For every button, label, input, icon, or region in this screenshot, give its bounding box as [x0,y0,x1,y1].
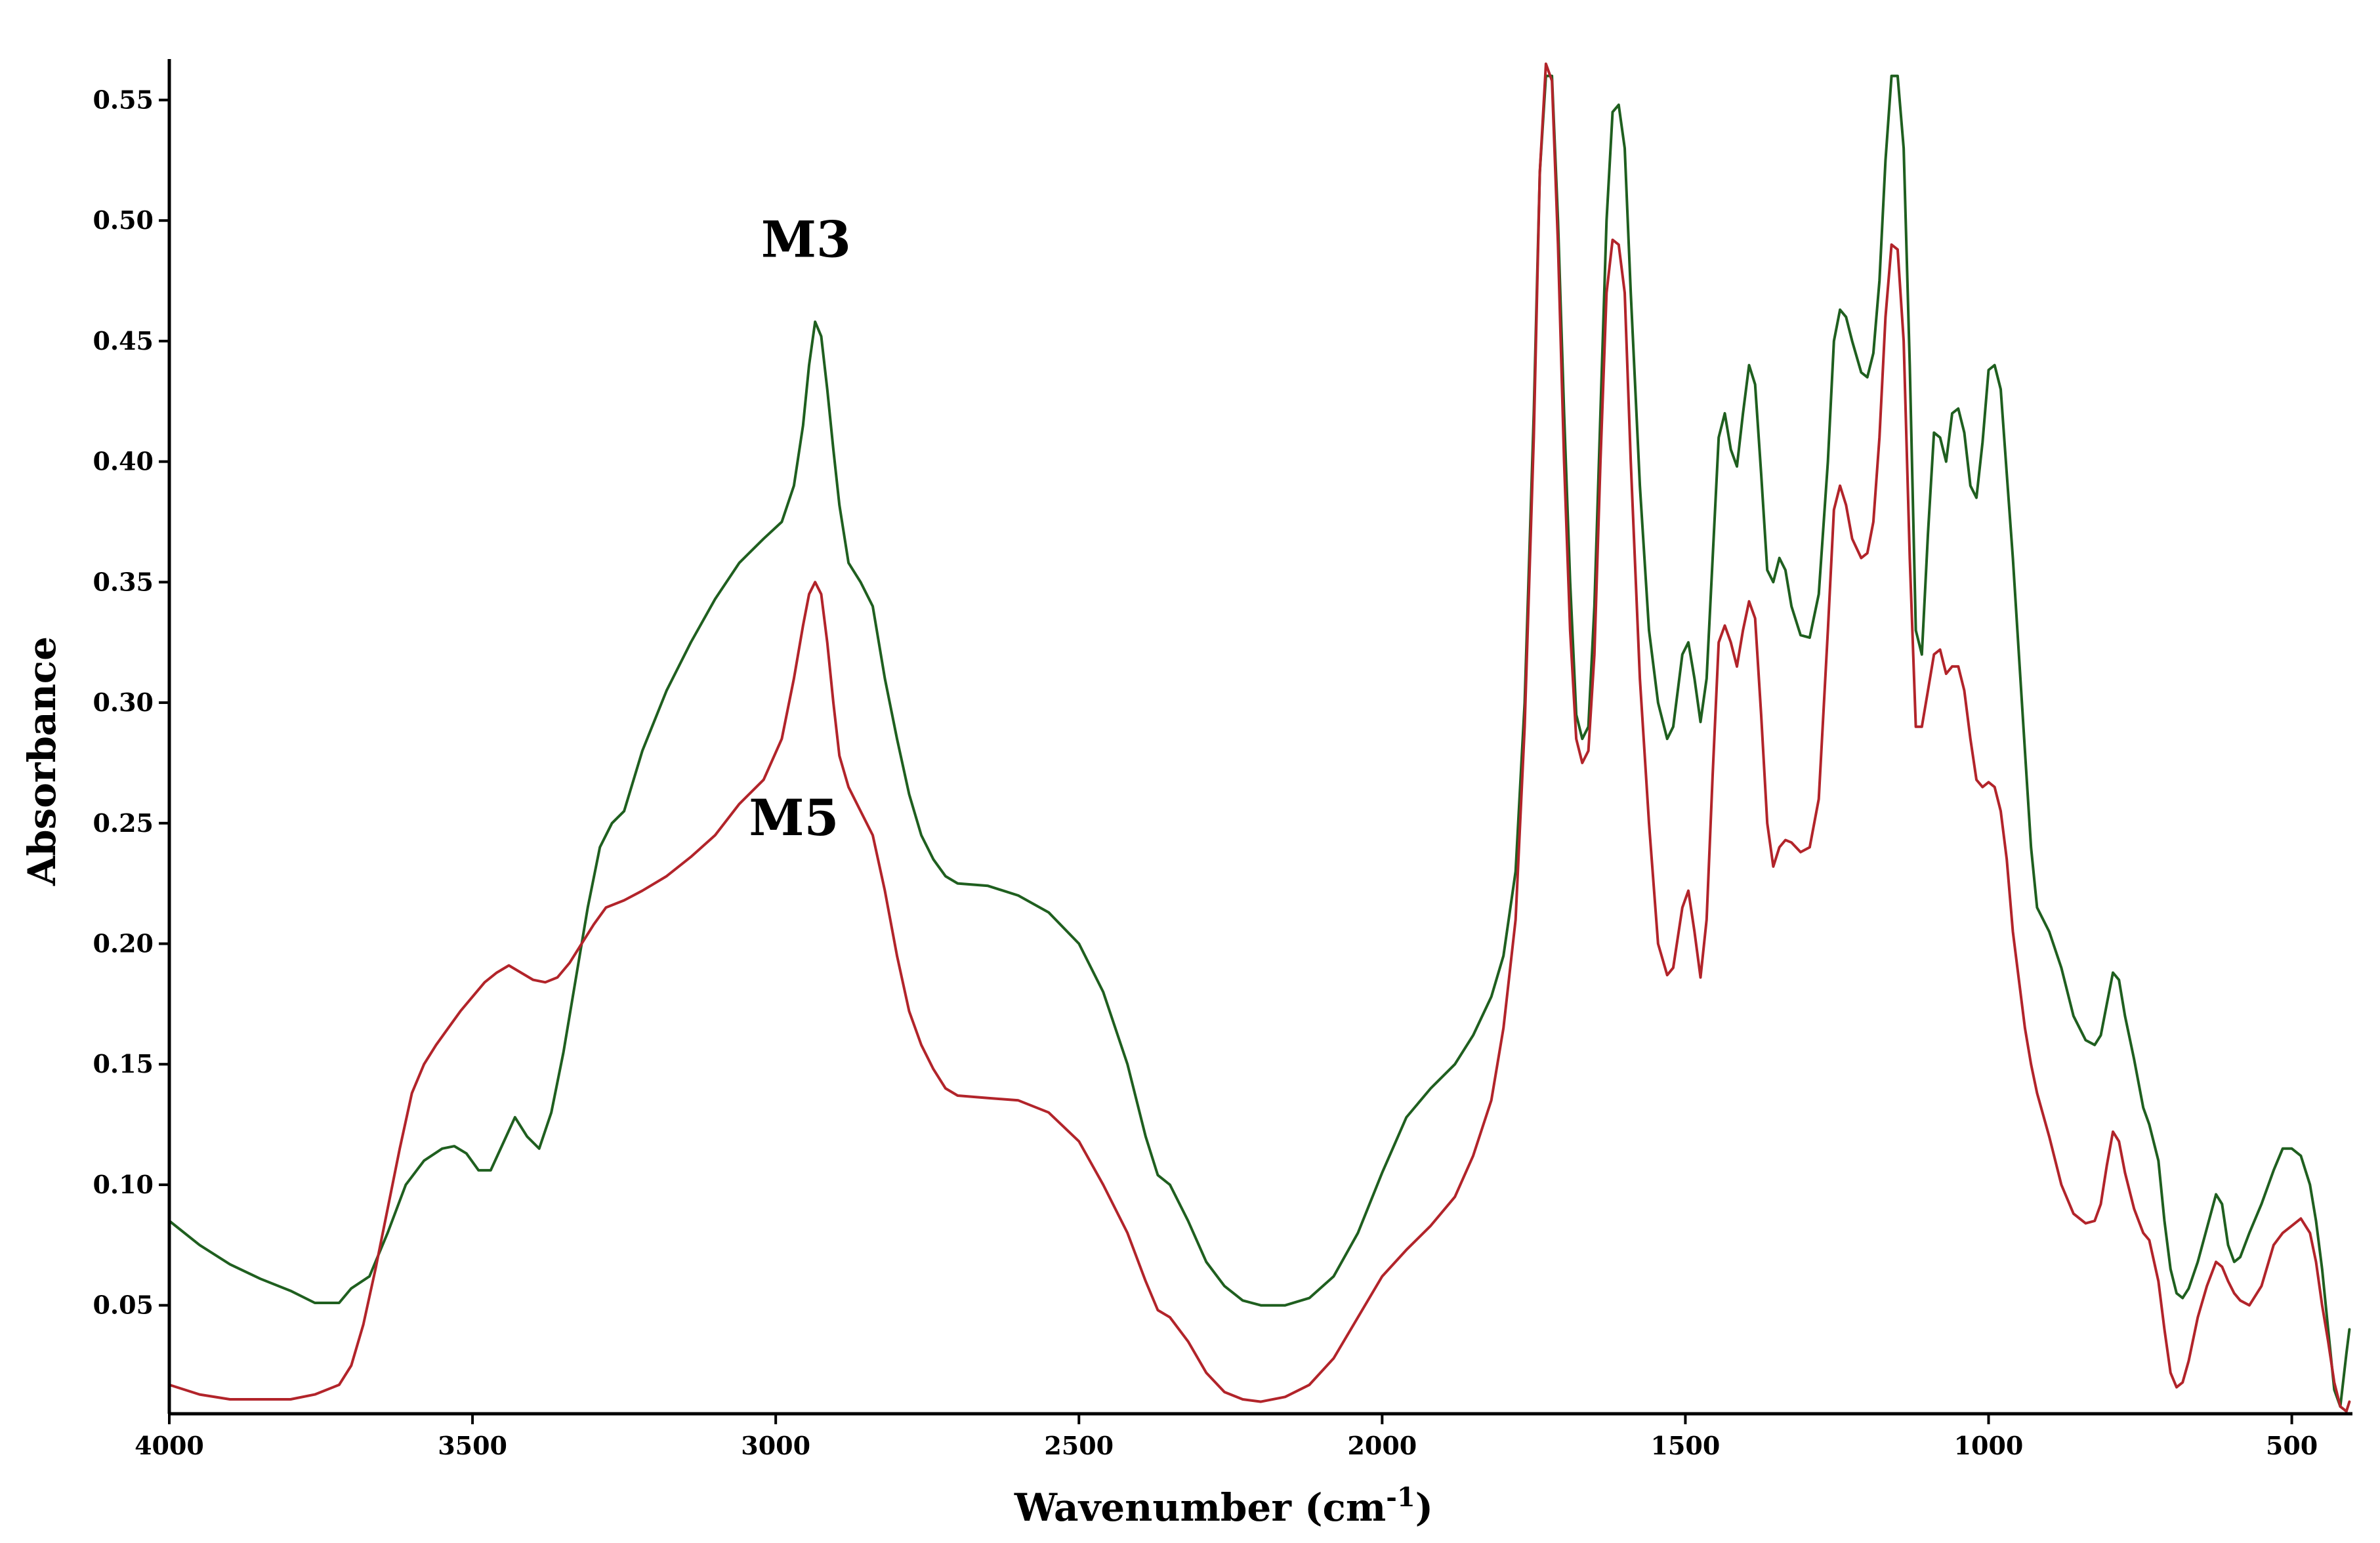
series-line-m5 [168,62,2351,1413]
x-tick-label: 3000 [741,1431,810,1460]
x-axis-title-superscript: -1 [1386,1482,1415,1513]
x-axis-title-close: ) [1415,1485,1433,1530]
series-line-m3 [168,74,2351,1408]
y-tick-label: 0.55 [93,85,154,114]
y-tick-label: 0.40 [93,447,154,476]
y-ticks: 0.05 0.10 0.15 0.20 0.25 0.30 0.35 0.40 0.45 0.50… [93,85,169,1320]
y-tick-label: 0.25 [93,808,154,838]
plot-area: 4000 3500 3000 2500 2000 1500 1000 500 0.05 0.10… [93,59,2352,1460]
x-tick-label: 4000 [135,1431,204,1460]
x-tick-label: 2000 [1347,1431,1417,1460]
x-tick-label: 2500 [1044,1431,1114,1460]
x-tick-label: 1000 [1954,1431,2024,1460]
y-tick-label: 0.35 [93,567,154,596]
x-tick-label: 3500 [438,1431,507,1460]
series-annotations: M3 M5 [749,210,850,847]
y-tick-label: 0.05 [93,1290,154,1320]
x-tick-label: 1500 [1651,1431,1721,1460]
x-ticks: 4000 3500 3000 2500 2000 1500 1000 500 [135,1414,2318,1460]
y-tick-label: 0.20 [93,928,154,958]
y-tick-label: 0.10 [93,1170,154,1199]
y-tick-label: 0.30 [93,688,154,717]
y-tick-label: 0.50 [93,205,154,235]
y-axis-title: Absorbance [20,636,64,886]
series-label-m3: M3 [761,210,851,268]
x-tick-label: 500 [2266,1431,2318,1460]
y-tick-label: 0.45 [93,326,154,356]
x-axis-title: Wavenumber (cm-1) [1014,1482,1433,1530]
y-tick-label: 0.15 [93,1049,154,1079]
series-group [168,62,2351,1413]
x-axis-title-main: Wavenumber (cm [1014,1485,1386,1530]
series-label-m5: M5 [749,789,839,847]
